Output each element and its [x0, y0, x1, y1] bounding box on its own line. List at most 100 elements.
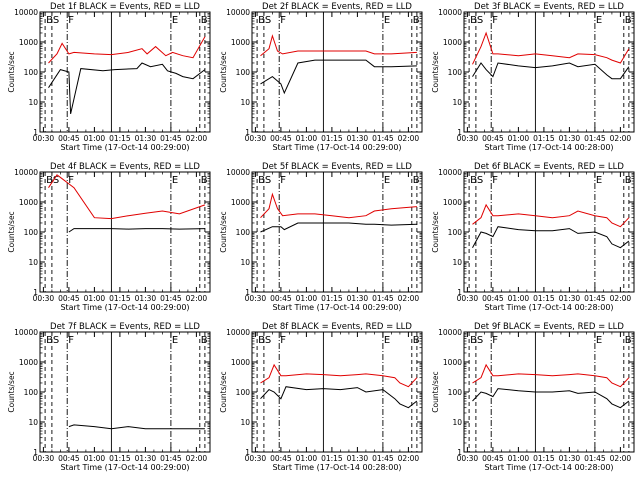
series-line-events: [68, 424, 205, 430]
series-line-lld: [260, 34, 417, 57]
y-tick-label: 10: [240, 98, 250, 107]
event-marker-label: B: [470, 175, 477, 186]
series-line-events: [48, 62, 206, 115]
plot-frame: [39, 331, 211, 453]
x-tick-label: 00:30: [33, 134, 55, 143]
plot-panel-2: Det 2f BLACK = Events, RED = LLD 1 10 100 10…: [219, 2, 423, 152]
x-tick-label: 01:45: [584, 454, 606, 463]
series-line-events: [260, 59, 417, 95]
y-tick-label: 100: [448, 388, 463, 397]
x-tick-label: 01:00: [296, 454, 318, 463]
x-tick-label: 01:30: [347, 454, 369, 463]
y-tick-label: 1000: [19, 38, 38, 47]
y-axis-label: Counts/sec: [7, 371, 16, 412]
y-tick-label: 10000: [226, 8, 250, 17]
x-tick-label: 01:15: [109, 134, 131, 143]
plot-title: Det 9f BLACK = Events, RED = LLD: [474, 322, 624, 332]
event-marker-label: B: [46, 335, 53, 346]
x-tick-label: 02:00: [186, 294, 208, 303]
x-tick-label: 00:30: [457, 454, 479, 463]
x-tick-label: 00:45: [482, 134, 504, 143]
x-tick-label: 01:15: [109, 294, 131, 303]
y-axis-label: Counts/sec: [219, 211, 228, 252]
x-tick-label: 01:30: [347, 134, 369, 143]
x-axis-label: Start Time (17-Oct-14 00:29:00): [272, 303, 401, 312]
x-tick-label: 01:30: [559, 134, 581, 143]
y-tick-label: 10000: [438, 168, 462, 177]
y-tick-label: 10: [240, 418, 250, 427]
x-tick-label: 00:45: [482, 454, 504, 463]
y-axis-label: Counts/sec: [431, 371, 440, 412]
y-tick-label: 100: [448, 228, 463, 237]
x-tick-label: 01:30: [559, 294, 581, 303]
x-tick-label: 00:45: [270, 134, 292, 143]
plot-frame: [251, 171, 423, 293]
plot-panel-5: Det 5f BLACK = Events, RED = LLD 1 10 100 10…: [219, 162, 423, 312]
x-tick-label: 00:45: [270, 454, 292, 463]
x-tick-label: 01:45: [160, 294, 182, 303]
x-axis-label: Start Time (17-Oct-14 00:28:00): [484, 303, 613, 312]
x-tick-label: 00:30: [457, 294, 479, 303]
y-tick-label: 10: [28, 258, 38, 267]
x-tick-label: 00:45: [482, 294, 504, 303]
event-marker-label: E: [172, 175, 178, 186]
y-tick-label: 10: [240, 258, 250, 267]
plot-title: Det 1f BLACK = Events, RED = LLD: [50, 2, 200, 12]
event-marker-label: S: [53, 175, 59, 186]
y-axis-label: Counts/sec: [431, 211, 440, 252]
series-line-events: [260, 222, 417, 233]
y-tick-label: 10000: [14, 168, 38, 177]
y-tick-label: 10000: [438, 328, 462, 337]
plot-title: Det 8f BLACK = Events, RED = LLD: [262, 322, 412, 332]
x-tick-label: 01:30: [135, 134, 157, 143]
x-tick-label: 01:00: [84, 134, 106, 143]
event-marker-label: E: [384, 175, 390, 186]
event-marker-label: S: [477, 15, 483, 26]
plot-frame: [39, 171, 211, 293]
event-marker-label: F: [68, 175, 74, 186]
plot-panel-8: Det 8f BLACK = Events, RED = LLD 1 10 100 10…: [219, 322, 423, 472]
x-tick-label: 00:45: [58, 134, 80, 143]
x-tick-label: 02:00: [398, 294, 420, 303]
x-tick-label: 02:00: [610, 454, 632, 463]
event-marker-label: B: [46, 175, 53, 186]
event-marker-label: B: [258, 335, 265, 346]
x-tick-label: 01:45: [372, 454, 394, 463]
series-line-lld: [48, 36, 206, 64]
x-tick-label: 01:15: [533, 294, 555, 303]
plot-frame: [463, 11, 635, 133]
y-tick-label: 10000: [438, 8, 462, 17]
y-axis-label: Counts/sec: [7, 51, 16, 92]
x-tick-label: 02:00: [398, 134, 420, 143]
x-tick-label: 01:00: [84, 454, 106, 463]
x-tick-label: 01:15: [533, 454, 555, 463]
y-tick-label: 100: [236, 228, 251, 237]
event-marker-label: B: [625, 175, 632, 186]
y-tick-label: 1: [457, 448, 462, 457]
plot-title: Det 4f BLACK = Events, RED = LLD: [50, 162, 200, 172]
x-tick-label: 01:45: [160, 454, 182, 463]
y-tick-label: 1000: [231, 358, 250, 367]
series-line-lld: [472, 203, 630, 228]
x-tick-label: 01:15: [321, 294, 343, 303]
x-tick-label: 00:45: [270, 294, 292, 303]
series-line-events: [260, 386, 418, 409]
y-tick-label: 10000: [226, 168, 250, 177]
y-tick-label: 1: [33, 128, 38, 137]
y-axis-label: Counts/sec: [7, 211, 16, 252]
y-tick-label: 1000: [443, 358, 462, 367]
x-tick-label: 01:45: [584, 134, 606, 143]
series-line-lld: [472, 363, 630, 388]
y-tick-label: 100: [236, 388, 251, 397]
plot-panel-7: Det 7f BLACK = Events, RED = LLD 1 10 100 10…: [7, 322, 211, 472]
event-marker-label: B: [625, 335, 632, 346]
plot-title: Det 2f BLACK = Events, RED = LLD: [262, 2, 412, 12]
y-tick-label: 10: [452, 258, 462, 267]
x-tick-label: 02:00: [398, 454, 420, 463]
x-tick-label: 01:00: [296, 134, 318, 143]
x-axis-label: Start Time (17-Oct-14 00:29:00): [272, 143, 401, 152]
event-marker-label: E: [596, 175, 602, 186]
event-marker-label: E: [172, 15, 178, 26]
y-tick-label: 10000: [14, 328, 38, 337]
